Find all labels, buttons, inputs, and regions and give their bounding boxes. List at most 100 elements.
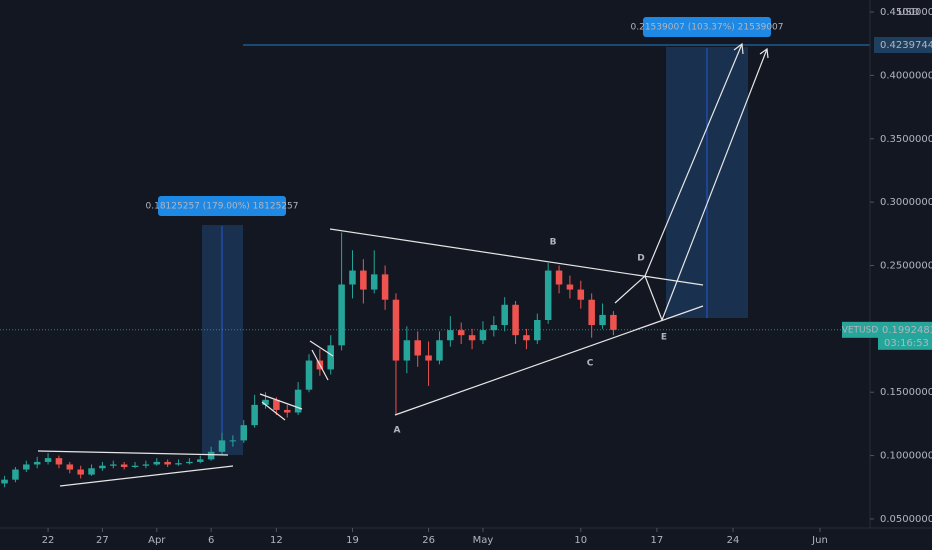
candle-body [490,325,498,331]
candle-body [294,389,302,413]
trend-line [259,393,303,410]
trend-line [59,465,234,487]
candles [0,44,870,488]
trend-line [329,228,704,286]
candle-body [436,340,443,361]
trend-line [261,401,286,421]
trend-line [394,305,704,416]
countdown: 03:16:53 [884,338,929,349]
candle-body [370,274,378,290]
drawings [37,42,769,487]
candle-body [120,464,128,467]
x-tick-label: 17 [651,535,664,546]
candle-body [229,440,237,442]
candle-body [44,458,52,462]
candle-body [588,299,595,326]
candle-body [338,284,345,346]
candle-body [283,409,291,413]
level-tag [874,37,932,54]
price-tag [878,321,932,350]
candle-body [360,270,367,290]
candle-body [88,468,95,475]
candle-body [55,458,63,465]
candle-body [610,314,617,330]
candle-body [77,469,84,475]
candle-body [577,289,585,300]
candle-body [218,440,226,452]
candle-body [142,464,150,466]
candle-body [327,345,334,370]
x-tick-label: 6 [208,535,214,546]
candle-body [479,330,487,341]
candle-body [33,461,41,465]
x-tick-label: Jun [811,535,828,546]
candle-body [555,270,563,285]
x-tick-label: Apr [148,535,166,546]
candle-body [544,270,552,320]
candle-body [349,270,356,285]
candle-body [99,465,106,469]
candle-body [262,399,269,405]
x-tick-label: May [473,535,494,546]
candle-body [392,299,400,361]
arrow-head [733,42,744,55]
arrow-head [759,47,769,59]
level-label: 0.42397444 [880,40,932,51]
measure-label: 0.18125257 (179.00%) 18125257 [146,202,299,212]
candle-body [599,314,606,326]
x-tick-label: 12 [270,535,283,546]
x-tick-label: 10 [574,535,587,546]
candle-body [512,304,519,336]
candle-body [566,284,574,290]
price-label: 0.19924838 [882,325,932,336]
candle-body [131,465,139,467]
candle-body [197,459,204,462]
symbol-label: VETUSD [842,325,879,335]
candle-body [381,274,389,300]
wave-point: A [394,426,401,436]
candle-body [468,335,476,341]
candle-body [425,355,432,361]
candle-body [110,464,117,466]
wave-point: E [661,333,667,343]
candle-body [251,404,258,426]
candle-body [66,464,74,470]
wave-point: D [637,254,644,264]
candle-body [305,360,313,390]
arrow [644,43,743,277]
x-tick-label: 26 [422,535,435,546]
candle-body [153,461,161,465]
y-tick-label: 0.45000000 [880,7,932,18]
candle-body [186,461,193,464]
x-tick-label: 22 [42,535,55,546]
candle-body [447,330,454,341]
candle-body [457,330,465,336]
trend-line [309,340,334,357]
candle-body [414,340,421,356]
candle-body [12,469,19,480]
labels: 0.050000000.100000000.150000000.20000000… [42,7,932,546]
x-tick-label: 19 [346,535,359,546]
trend-line [37,450,229,456]
trend-line [311,349,329,381]
measure-tag [643,17,771,37]
x-tick-label: 27 [96,535,109,546]
candle-body [1,479,8,484]
candle-body [403,340,411,361]
candle-body [523,335,530,341]
price-axis [870,0,932,550]
measure-label: 0.21539007 (103.37%) 21539007 [631,23,784,33]
measure-tag [158,196,286,216]
symbol-tag [842,321,878,338]
wave-point: C [587,359,594,369]
candle-body [273,399,280,410]
candle-body [23,464,30,470]
